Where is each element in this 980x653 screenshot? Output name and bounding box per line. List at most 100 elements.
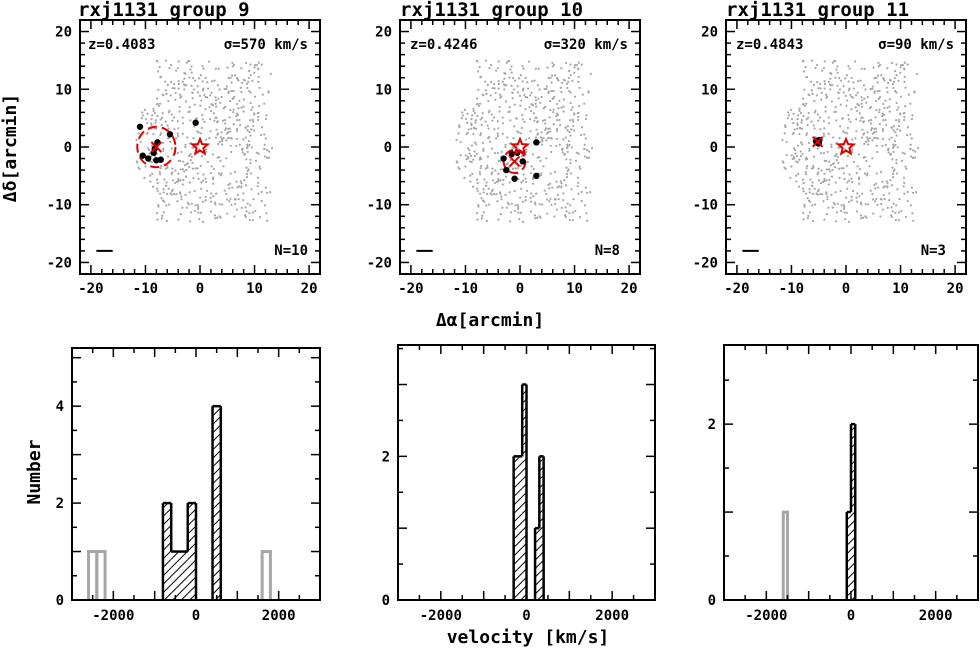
field-galaxy-point	[555, 112, 558, 115]
field-galaxy-point	[257, 75, 260, 78]
field-galaxy-point	[854, 137, 857, 140]
field-galaxy-point	[511, 97, 514, 100]
field-galaxy-point	[861, 116, 864, 119]
field-galaxy-point	[845, 132, 849, 135]
field-galaxy-point	[506, 136, 509, 139]
field-galaxy-point	[216, 120, 219, 123]
field-galaxy-point	[895, 74, 898, 77]
field-galaxy-point	[484, 80, 487, 83]
field-galaxy-point	[873, 91, 876, 94]
field-galaxy-point	[906, 126, 910, 129]
field-galaxy-point	[238, 99, 241, 102]
field-galaxy-point	[586, 219, 589, 222]
field-galaxy-point	[193, 209, 197, 213]
field-galaxy-point	[251, 106, 254, 109]
field-galaxy-point	[583, 143, 586, 146]
field-galaxy-point	[206, 81, 209, 84]
field-galaxy-point	[494, 98, 497, 101]
field-galaxy-point	[577, 115, 580, 118]
field-galaxy-point	[534, 96, 537, 99]
field-galaxy-point	[801, 178, 805, 181]
field-galaxy-point	[834, 191, 837, 194]
field-galaxy-point	[184, 143, 187, 146]
field-galaxy-point	[575, 151, 578, 154]
field-galaxy-point	[167, 127, 170, 130]
field-galaxy-point	[526, 160, 529, 163]
field-galaxy-point	[899, 129, 902, 132]
field-galaxy-point	[826, 150, 829, 153]
field-galaxy-point	[797, 172, 800, 175]
field-galaxy-point	[192, 76, 195, 80]
field-galaxy-point	[860, 217, 863, 220]
field-galaxy-point	[881, 112, 884, 115]
field-galaxy-point	[259, 167, 262, 170]
field-galaxy-point	[809, 178, 812, 181]
field-galaxy-point	[513, 125, 516, 128]
field-galaxy-point	[532, 195, 535, 198]
field-galaxy-point	[910, 186, 913, 189]
field-galaxy-point	[235, 112, 238, 115]
field-galaxy-point	[560, 182, 563, 185]
field-galaxy-point	[201, 65, 204, 68]
field-galaxy-point	[542, 137, 545, 140]
field-galaxy-point	[205, 148, 208, 151]
field-galaxy-point	[807, 111, 810, 115]
field-galaxy-point	[493, 82, 496, 86]
field-galaxy-point	[476, 70, 480, 73]
field-galaxy-point	[578, 105, 581, 108]
field-galaxy-point	[485, 219, 489, 223]
field-galaxy-point	[476, 181, 479, 185]
member-velocity-bin	[522, 384, 527, 600]
field-galaxy-point	[136, 161, 139, 164]
field-galaxy-point	[783, 132, 786, 135]
field-galaxy-point	[799, 155, 803, 158]
x-tick-label: -10	[779, 281, 804, 297]
field-galaxy-point	[486, 124, 489, 127]
field-galaxy-point	[862, 84, 866, 87]
field-galaxy-point	[151, 185, 155, 188]
field-galaxy-point	[209, 94, 212, 97]
field-galaxy-point	[189, 68, 192, 71]
field-galaxy-point	[794, 152, 797, 155]
field-galaxy-point	[236, 119, 239, 122]
field-galaxy-point	[580, 126, 584, 129]
field-galaxy-point	[224, 122, 227, 125]
field-galaxy-point	[886, 185, 889, 188]
field-galaxy-point	[475, 143, 478, 146]
field-galaxy-point	[517, 211, 520, 214]
field-galaxy-point	[811, 192, 815, 195]
field-galaxy-point	[813, 127, 816, 130]
field-galaxy-point	[899, 66, 902, 69]
field-galaxy-point	[898, 124, 901, 128]
field-galaxy-point	[181, 122, 185, 125]
field-galaxy-point	[839, 79, 843, 82]
field-galaxy-point	[467, 147, 470, 150]
field-galaxy-point	[181, 132, 184, 135]
field-galaxy-point	[525, 180, 528, 184]
field-galaxy-point	[478, 65, 481, 69]
field-galaxy-point	[900, 159, 904, 162]
field-galaxy-point	[166, 164, 169, 168]
field-galaxy-point	[912, 219, 915, 222]
field-galaxy-point	[896, 188, 899, 191]
field-galaxy-point	[547, 91, 550, 94]
field-galaxy-point	[874, 187, 877, 190]
field-galaxy-point	[530, 192, 533, 195]
field-galaxy-point	[874, 200, 877, 203]
field-galaxy-point	[809, 200, 812, 203]
x-tick-label: -20	[398, 281, 423, 297]
field-galaxy-point	[497, 177, 500, 180]
field-galaxy-point	[845, 164, 848, 168]
field-galaxy-point	[819, 193, 822, 196]
field-galaxy-point	[484, 59, 487, 62]
field-galaxy-point	[563, 179, 566, 182]
field-galaxy-point	[808, 211, 811, 214]
field-galaxy-point	[804, 171, 807, 174]
field-galaxy-point	[548, 99, 552, 103]
field-galaxy-point	[786, 117, 789, 120]
field-galaxy-point	[870, 128, 873, 132]
field-galaxy-point	[457, 132, 460, 135]
field-galaxy-point	[819, 87, 822, 90]
field-galaxy-point	[496, 120, 499, 123]
member-galaxy-point	[166, 131, 174, 138]
